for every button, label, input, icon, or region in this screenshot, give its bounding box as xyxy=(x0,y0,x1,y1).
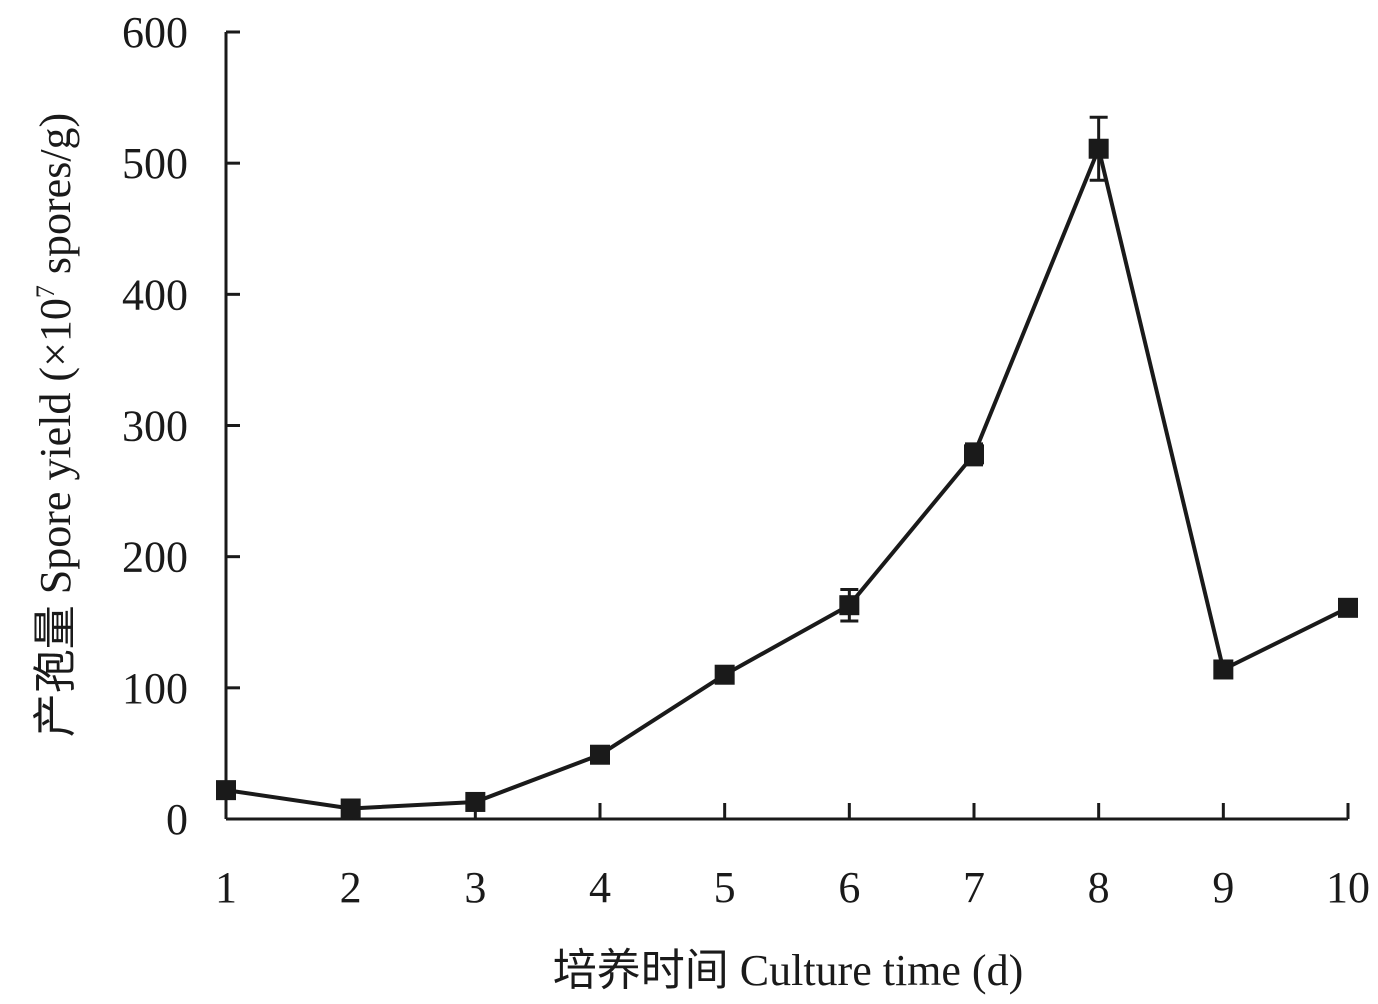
data-point xyxy=(839,595,860,616)
data-point xyxy=(714,664,735,685)
data-point xyxy=(1338,597,1358,618)
x-tick-label: 9 xyxy=(1212,863,1234,912)
x-tick-label: 2 xyxy=(340,863,362,912)
data-point xyxy=(340,798,361,819)
data-point xyxy=(465,791,486,812)
y-tick-label: 600 xyxy=(122,8,188,57)
x-tick-label: 5 xyxy=(714,863,736,912)
y-tick-label: 200 xyxy=(122,533,188,582)
y-axis-title: 产孢量 Spore yield (×107 spores/g) xyxy=(31,113,80,737)
y-axis-title-unit: spores/g) xyxy=(31,113,80,285)
x-axis: 1 2 3 4 5 6 7 8 9 10 xyxy=(215,803,1370,912)
y-axis: 0 100 200 300 400 500 600 xyxy=(122,8,240,844)
data-point xyxy=(1213,659,1234,680)
x-tick-label: 4 xyxy=(589,863,611,912)
y-tick-label: 0 xyxy=(166,795,188,844)
x-tick-label: 10 xyxy=(1326,863,1370,912)
data-point xyxy=(590,744,610,765)
y-tick-label: 500 xyxy=(122,139,188,188)
y-tick-label: 400 xyxy=(122,270,188,319)
x-axis-title: 培养时间 Culture time (d) xyxy=(553,946,1024,995)
x-tick-label: 1 xyxy=(215,863,237,912)
data-point xyxy=(1088,138,1109,159)
data-series xyxy=(216,115,1358,819)
x-tick-label: 3 xyxy=(464,863,486,912)
x-tick-label: 6 xyxy=(838,863,860,912)
x-tick-label: 7 xyxy=(963,863,985,912)
data-point xyxy=(216,780,236,801)
y-tick-label: 300 xyxy=(122,402,188,451)
data-point xyxy=(964,444,984,465)
y-tick-label: 100 xyxy=(122,664,188,713)
x-tick-label: 8 xyxy=(1088,863,1110,912)
y-axis-title-main: 产孢量 Spore yield (×10 xyxy=(31,298,80,737)
series-line xyxy=(225,146,1349,811)
y-axis-title-superscript: 7 xyxy=(31,285,60,298)
